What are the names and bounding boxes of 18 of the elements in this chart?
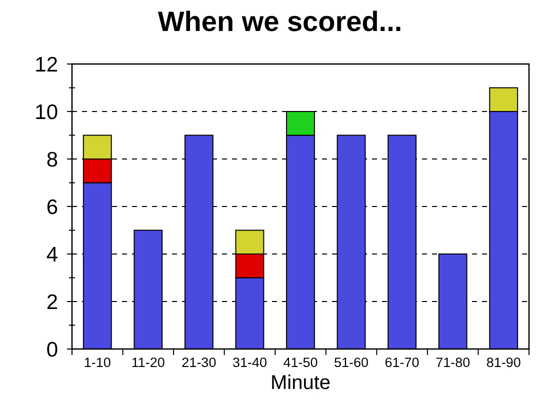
y-tick-label: 2 [46,291,58,314]
x-tick-label: 71-80 [436,355,470,370]
y-tick-label: 8 [46,148,58,172]
y-tick-label: 10 [34,101,58,124]
y-tick-label: 6 [46,196,58,220]
chart-title: When we scored... [158,6,402,37]
x-tick-label: 51-60 [334,355,369,370]
x-tick-label: 1-10 [84,355,111,370]
x-tick-label: 61-70 [384,355,420,370]
x-tick-label: 11-20 [131,355,165,370]
y-tick-label: 4 [46,244,58,267]
x-tick-label: 81-90 [486,355,521,370]
x-tick-label: 41-50 [283,355,318,370]
y-tick-label: 0 [46,338,58,362]
x-axis-title: Minute [270,372,331,394]
y-tick-label: 12 [34,54,58,77]
x-tick-label: 21-30 [182,355,216,370]
x-tick-label: 31-40 [232,355,267,370]
